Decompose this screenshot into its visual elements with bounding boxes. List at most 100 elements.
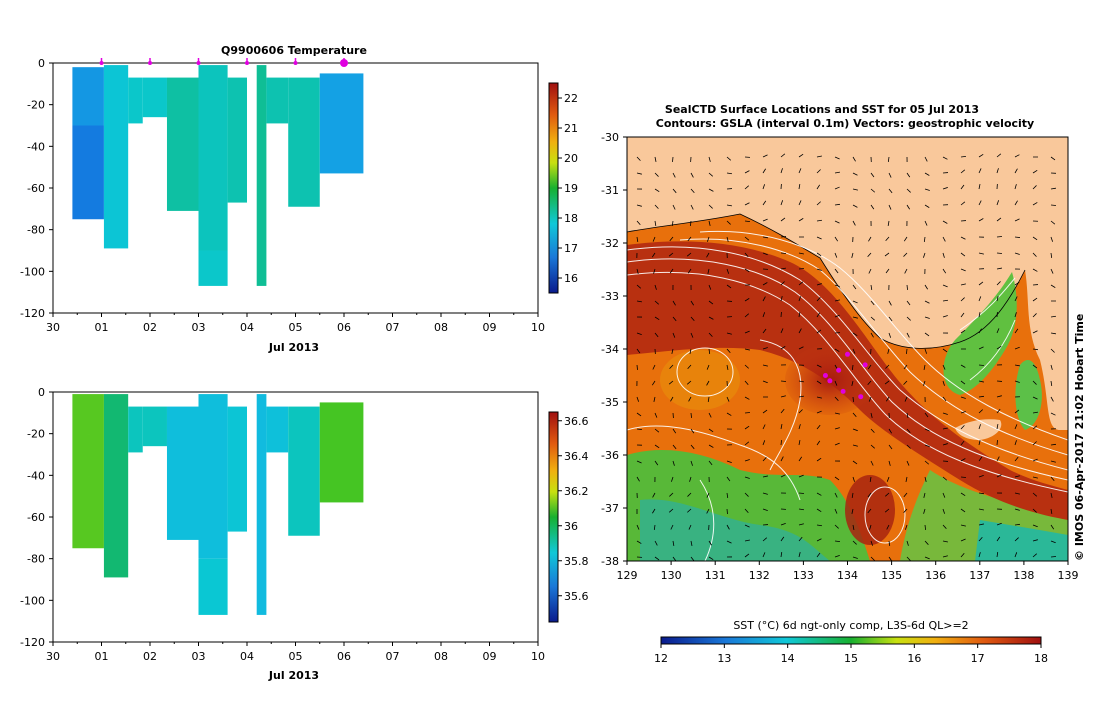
- salinity-x-label: Jul 2013: [268, 669, 319, 682]
- sst-colorbar-tick-label: 18: [1034, 652, 1048, 665]
- velocity-vector: [799, 493, 804, 494]
- y-tick-label: 0: [38, 386, 45, 399]
- colorbar-bar: [549, 412, 558, 622]
- map-x-tick-label: 133: [793, 569, 814, 582]
- colorbar-bar: [549, 83, 558, 293]
- sst-colorbar-tick-label: 15: [844, 652, 858, 665]
- seal-location-marker: [858, 394, 863, 399]
- profile-bar: [72, 394, 104, 548]
- profile-bar: [320, 73, 364, 173]
- y-tick-label: -80: [27, 553, 45, 566]
- x-tick-label: 30: [46, 650, 60, 663]
- profile-bar: [320, 402, 364, 502]
- map-subtitle: Contours: GSLA (interval 0.1m) Vectors: …: [656, 117, 1034, 130]
- velocity-vector: [781, 440, 782, 445]
- profile-bar: [199, 394, 228, 559]
- sst-colorbar-bar: [661, 637, 1041, 644]
- map-y-tick-label: -34: [601, 343, 619, 356]
- y-tick-label: -80: [27, 224, 45, 237]
- seal-location-marker: [863, 362, 868, 367]
- y-tick-label: -20: [27, 428, 45, 441]
- profile-bar: [199, 251, 228, 286]
- velocity-vector: [853, 397, 854, 402]
- sst-colorbar-label: SST (°C) 6d ngt-only comp, L3S-6d QL>=2: [733, 619, 968, 632]
- velocity-vector: [781, 253, 786, 254]
- imos-credit: © IMOS 06-Apr-2017 21:02 Hobart Time: [1073, 314, 1086, 561]
- temperature-chart-title: Q9900606 Temperature: [221, 44, 367, 57]
- y-tick-label: -60: [27, 511, 45, 524]
- profile-bar: [128, 78, 143, 124]
- colorbar-tick-label: 21: [564, 122, 578, 135]
- x-tick-label: 01: [95, 321, 109, 334]
- map-x-tick-label: 132: [749, 569, 770, 582]
- surface-marker-dot: [245, 61, 249, 65]
- sst-colorbar-tick-label: 13: [717, 652, 731, 665]
- colorbar-tick-label: 22: [564, 92, 578, 105]
- map-x-tick-label: 135: [881, 569, 902, 582]
- map-y-tick-label: -31: [601, 184, 619, 197]
- colorbar-tick-label: 35.6: [564, 590, 589, 603]
- surface-marker-dot: [340, 59, 348, 67]
- surface-marker-dot: [294, 61, 298, 65]
- map-y-tick-label: -36: [601, 449, 619, 462]
- y-tick-label: -40: [27, 469, 45, 482]
- profile-bar: [143, 407, 167, 447]
- map-y-tick-label: -35: [601, 396, 619, 409]
- profile-bar: [128, 407, 143, 453]
- profile-bar: [288, 407, 320, 536]
- y-tick-label: 0: [38, 57, 45, 70]
- x-tick-label: 04: [240, 650, 254, 663]
- seal-location-marker: [823, 373, 828, 378]
- profile-bar: [266, 407, 288, 453]
- x-tick-label: 10: [531, 650, 545, 663]
- sst-colorbar-tick-label: 17: [971, 652, 985, 665]
- colorbar-tick-label: 36.6: [564, 415, 589, 428]
- x-tick-label: 08: [434, 650, 448, 663]
- profile-bar: [72, 67, 104, 125]
- profile-bar: [104, 394, 128, 577]
- map-x-tick-label: 129: [617, 569, 638, 582]
- profile-bar: [72, 126, 104, 220]
- profile-bar: [257, 65, 267, 286]
- x-tick-label: 06: [337, 650, 351, 663]
- velocity-vector: [745, 412, 750, 413]
- velocity-vector: [907, 285, 908, 290]
- colorbar-tick-label: 16: [564, 272, 578, 285]
- colorbar-tick-label: 19: [564, 182, 578, 195]
- x-tick-label: 02: [143, 321, 157, 334]
- map-title: SealCTD Surface Locations and SST for 05…: [665, 103, 979, 116]
- y-tick-label: -20: [27, 99, 45, 112]
- y-tick-label: -100: [20, 265, 45, 278]
- velocity-vector: [672, 157, 673, 162]
- x-tick-label: 09: [483, 321, 497, 334]
- map-x-tick-label: 130: [661, 569, 682, 582]
- sst-colorbar-tick-label: 14: [781, 652, 795, 665]
- x-tick-label: 05: [289, 650, 303, 663]
- map-x-tick-label: 131: [705, 569, 726, 582]
- map-y-tick-label: -30: [601, 131, 619, 144]
- temperature-bars: [72, 65, 363, 286]
- profile-bar: [257, 394, 267, 615]
- profile-bar: [199, 559, 228, 615]
- profile-bar: [288, 78, 320, 207]
- map-y-tick-label: -32: [601, 237, 619, 250]
- map-y-tick-label: -38: [601, 555, 619, 568]
- x-tick-label: 04: [240, 321, 254, 334]
- x-tick-label: 06: [337, 321, 351, 334]
- y-tick-label: -40: [27, 140, 45, 153]
- profile-bar: [167, 407, 199, 540]
- profile-bar: [266, 78, 288, 124]
- colorbar-tick-label: 17: [564, 242, 578, 255]
- x-tick-label: 02: [143, 650, 157, 663]
- x-tick-label: 07: [386, 650, 400, 663]
- seal-location-marker: [845, 352, 850, 357]
- colorbar-tick-label: 20: [564, 152, 578, 165]
- x-tick-label: 07: [386, 321, 400, 334]
- map-x-tick-label: 134: [837, 569, 858, 582]
- seal-location-marker: [841, 389, 846, 394]
